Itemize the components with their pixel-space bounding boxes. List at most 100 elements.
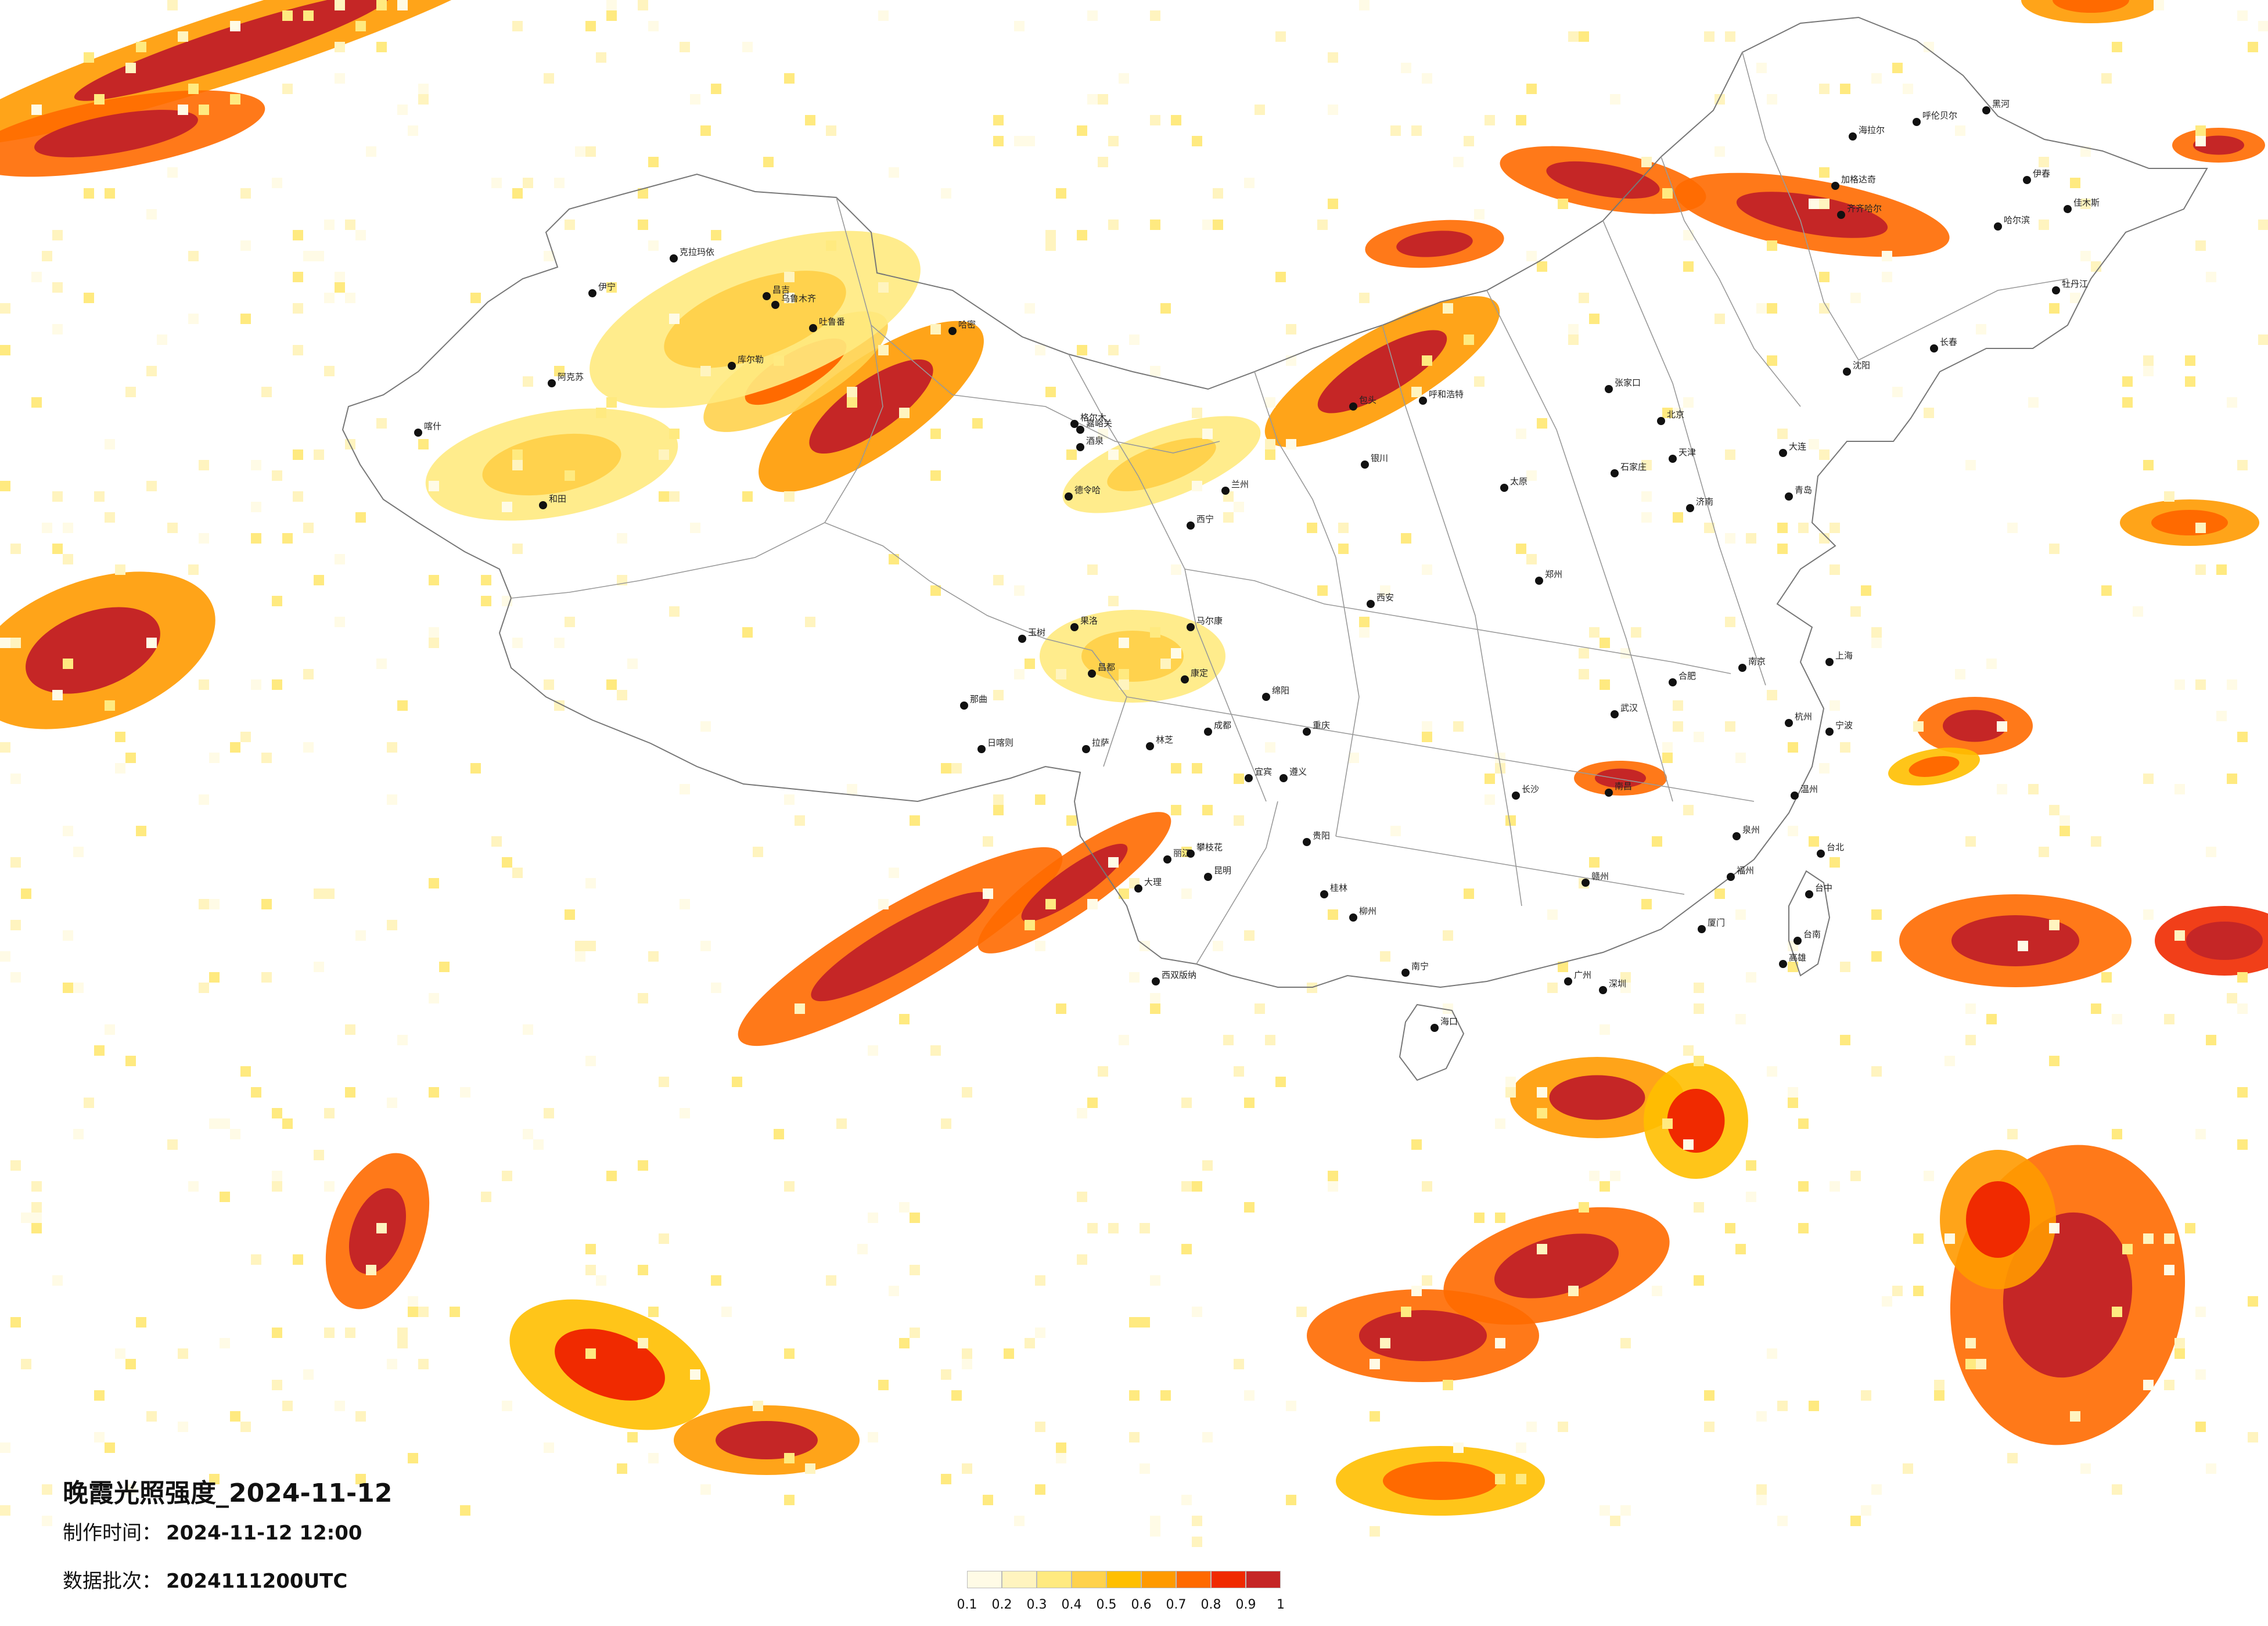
city-label: 呼伦贝尔 — [1922, 110, 1957, 121]
intensity-cell — [1129, 1432, 1140, 1442]
intensity-cell — [2101, 73, 2112, 84]
intensity-cell — [376, 0, 387, 10]
intensity-cell — [1443, 1380, 1453, 1390]
intensity-cell — [1181, 1495, 1192, 1505]
intensity-cell — [1160, 659, 1171, 669]
intensity-cell — [721, 1307, 732, 1317]
intensity-cell — [1025, 920, 1035, 930]
city-label: 温州 — [1800, 784, 1818, 794]
intensity-cell — [1788, 1098, 1798, 1108]
intensity-cell — [1840, 742, 1850, 753]
intensity-cell — [1171, 564, 1181, 575]
intensity-cell — [1119, 638, 1129, 648]
intensity-cell — [335, 0, 345, 10]
intensity-cell — [774, 1129, 784, 1139]
intensity-cell — [1234, 1359, 1244, 1369]
intensity-cell — [1401, 63, 1411, 73]
intensity-cell — [314, 575, 324, 585]
city-dot — [539, 501, 547, 509]
intensity-cell — [1558, 1422, 1568, 1432]
intensity-cell — [1150, 1526, 1160, 1537]
legend-tick-label: 0.8 — [1201, 1598, 1221, 1612]
intensity-cell — [1150, 627, 1160, 638]
intensity-cell — [1150, 10, 1160, 21]
city-dot — [1930, 344, 1938, 352]
intensity-cell — [1077, 345, 1087, 355]
intensity-cell — [429, 878, 439, 888]
intensity-cell — [1840, 84, 1850, 94]
intensity-cell — [0, 345, 10, 355]
intensity-cell — [1934, 1380, 1944, 1390]
intensity-cell — [627, 1432, 638, 1442]
city-dot — [1204, 728, 1212, 736]
intensity-cell — [2133, 606, 2143, 617]
intensity-cell — [2216, 711, 2227, 721]
intensity-cell — [805, 617, 815, 627]
intensity-cell — [1505, 815, 1516, 826]
intensity-cell — [2007, 1453, 2018, 1463]
intensity-cell — [1861, 585, 1871, 596]
city-dot — [1582, 879, 1590, 887]
intensity-cell — [1725, 1223, 1735, 1233]
intensity-cell — [1328, 52, 1338, 63]
intensity-cell — [1944, 1233, 1955, 1244]
intensity-cell — [1464, 888, 1474, 899]
intensity-cell — [962, 1087, 972, 1098]
intensity-cell — [680, 1108, 690, 1118]
intensity-cell — [1286, 439, 1296, 449]
intensity-cell — [1589, 627, 1600, 638]
intensity-cell — [1694, 732, 1704, 742]
intensity-cell — [1328, 1171, 1338, 1181]
city-dot — [1076, 426, 1084, 434]
intensity-cell — [2122, 397, 2133, 408]
city-label: 果洛 — [1080, 616, 1098, 626]
intensity-cell — [314, 1150, 324, 1160]
intensity-cell — [345, 1328, 355, 1338]
intensity-patch-core — [26, 607, 160, 694]
intensity-cell — [397, 700, 408, 711]
intensity-cell — [1516, 429, 1526, 439]
intensity-cell — [962, 1348, 972, 1359]
intensity-cell — [951, 1390, 962, 1401]
city-dot — [948, 327, 957, 335]
intensity-cell — [1756, 1411, 1767, 1422]
intensity-cell — [742, 42, 753, 52]
intensity-cell — [638, 1160, 648, 1171]
intensity-cell — [429, 481, 439, 491]
intensity-cell — [659, 449, 669, 460]
intensity-cell — [314, 251, 324, 261]
city-dot — [1320, 890, 1328, 898]
intensity-cell — [648, 1307, 659, 1317]
intensity-cell — [1913, 1233, 1924, 1244]
intensity-cell — [1715, 888, 1725, 899]
intensity-cell — [1140, 1317, 1150, 1328]
intensity-cell — [230, 94, 240, 105]
city-dot — [1779, 960, 1787, 968]
intensity-cell — [1213, 941, 1223, 951]
intensity-cell — [397, 105, 408, 115]
city-label: 郑州 — [1545, 569, 1562, 580]
intensity-cell — [1589, 314, 1600, 324]
intensity-cell — [1119, 669, 1129, 679]
intensity-cell — [355, 1411, 366, 1422]
city-dot — [1843, 368, 1851, 376]
city-label: 南京 — [1748, 656, 1766, 667]
intensity-cell — [293, 303, 303, 314]
intensity-cell — [2174, 784, 2185, 794]
intensity-cell — [1735, 753, 1746, 763]
intensity-cell — [2195, 1129, 2206, 1139]
intensity-cell — [1809, 439, 1819, 449]
city-label: 天津 — [1678, 447, 1696, 458]
intensity-cell — [1809, 836, 1819, 847]
intensity-cell — [178, 105, 188, 115]
intensity-cell — [355, 1474, 366, 1484]
intensity-cell — [2049, 920, 2059, 930]
city-label: 西安 — [1376, 592, 1394, 603]
intensity-cell — [199, 794, 209, 805]
city-label: 北京 — [1667, 409, 1684, 420]
intensity-cell — [1056, 188, 1066, 199]
city-dot — [2052, 286, 2060, 294]
city-label: 乌鲁木齐 — [781, 293, 816, 304]
intensity-cell — [282, 84, 293, 94]
intensity-cell — [2143, 909, 2154, 920]
